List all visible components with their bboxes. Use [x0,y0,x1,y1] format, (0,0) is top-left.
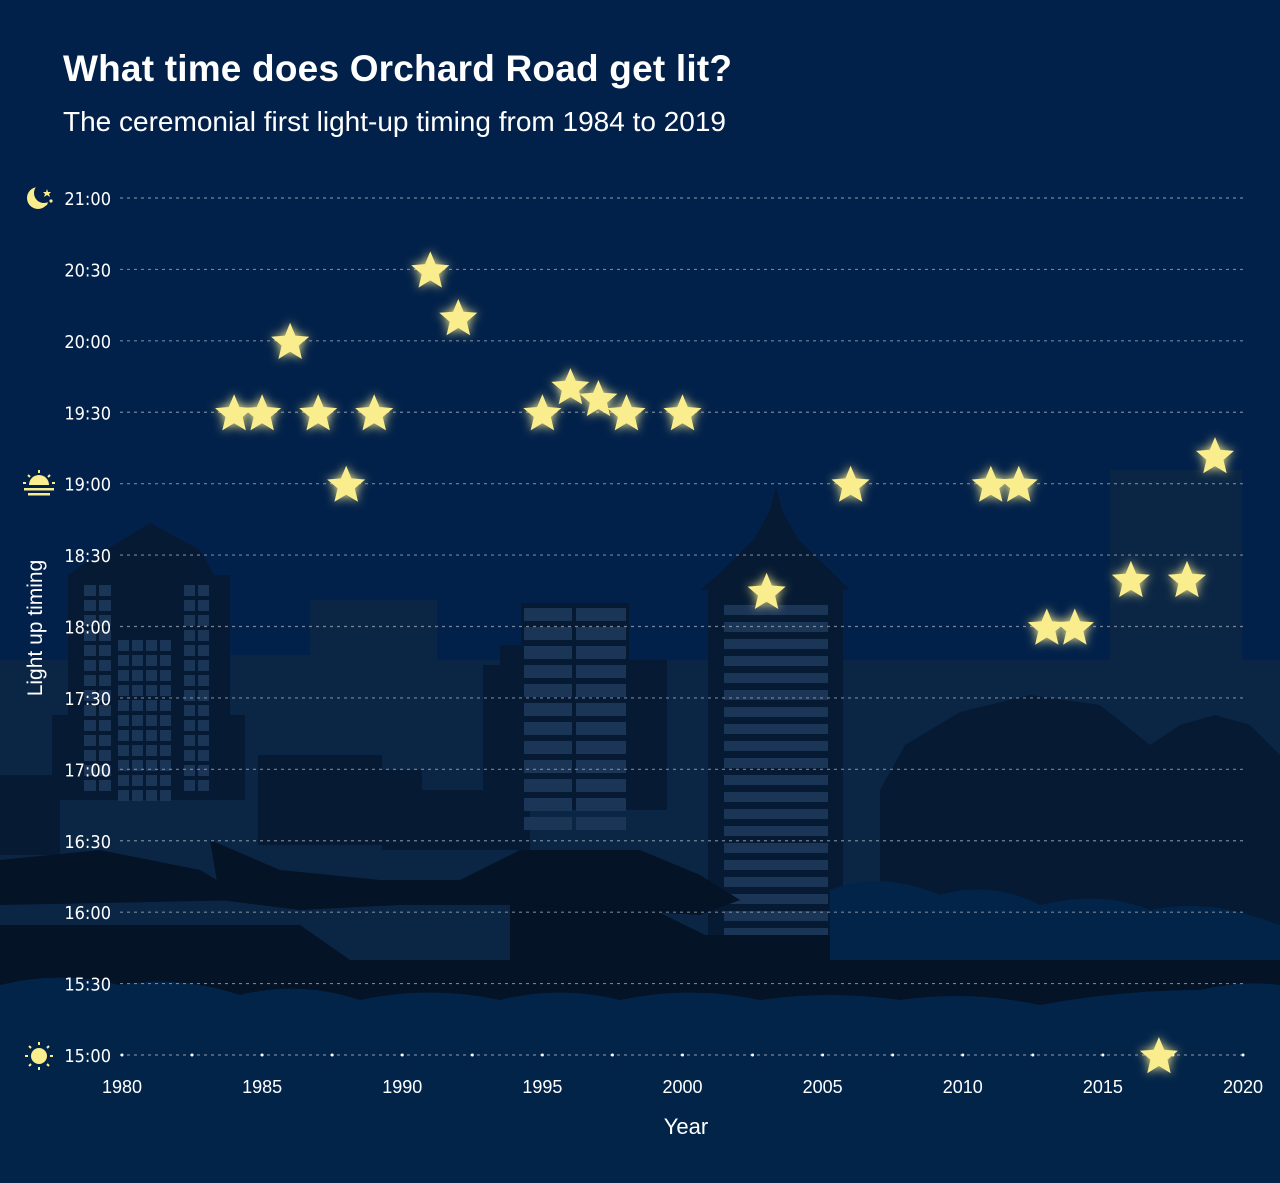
x-tick-label: 1980 [102,1077,142,1097]
star-point [243,394,282,431]
x-tick-mark [681,1053,684,1057]
star-point [1139,1037,1178,1074]
star-point [831,465,870,502]
star-point [355,394,394,431]
data-points [215,251,1234,1074]
star-point [1027,608,1066,645]
y-axis-ticks: 21:00 20:30 20:00 19:30 19:00 18:30 18:00 17:30… [64,189,111,1067]
y-tick-label: 18:30 [64,546,111,567]
x-tick-mark [1241,1053,1245,1057]
x-tick-mark [1101,1053,1105,1057]
x-tick-mark [470,1053,474,1057]
star-point [1111,560,1150,598]
y-tick-label: 19:30 [64,403,111,424]
x-tick-mark [610,1053,614,1057]
star-point [551,368,590,405]
chart-subtitle: The ceremonial first light-up timing fro… [63,106,726,137]
moon-stars-icon [27,183,54,209]
y-tick-label: 15:30 [64,975,111,996]
x-tick-mark [120,1053,124,1057]
x-tick-mark [190,1053,194,1057]
star-point [1055,608,1094,645]
x-tick-label: 2020 [1223,1077,1263,1097]
x-tick-label: 2005 [803,1077,843,1097]
x-tick-label: 2015 [1083,1077,1123,1097]
star-point [299,394,338,431]
x-tick-mark [540,1053,544,1057]
x-tick-mark [1031,1053,1035,1057]
x-axis-label: Year [664,1114,708,1139]
y-tick-label: 19:00 [64,475,111,496]
y-tick-label: 17:00 [64,760,111,781]
sunset-icon [23,470,55,496]
star-point [971,465,1010,502]
y-tick-label: 20:00 [64,332,111,353]
x-tick-mark [751,1053,755,1057]
x-tick-mark [330,1053,334,1057]
y-tick-label: 21:00 [64,189,111,210]
star-point [411,251,450,288]
star-point [439,299,478,336]
x-tick-mark [260,1053,264,1057]
star-point [663,394,702,431]
y-axis-label: Light up timing [24,560,47,697]
star-point [523,394,562,431]
y-tick-label: 16:00 [64,903,111,924]
x-tick-mark [891,1053,895,1057]
star-point [607,394,646,431]
sun-icon [25,1042,53,1070]
star-point [999,465,1038,502]
y-tick-label: 20:30 [64,260,111,281]
x-tick-label: 2010 [943,1077,983,1097]
x-tick-mark [821,1053,825,1057]
y-tick-label: 18:00 [64,618,111,639]
star-point [1167,560,1206,598]
x-tick-label: 2000 [662,1077,702,1097]
y-tick-label: 15:00 [64,1046,111,1067]
chart-title: What time does Orchard Road get lit? [63,48,733,89]
x-tick-mark [400,1053,404,1057]
star-point [327,465,366,502]
y-tick-label: 17:30 [64,689,111,710]
star-point [215,394,254,431]
star-point [1196,437,1234,474]
x-tick-label: 1995 [522,1077,562,1097]
x-tick-mark [961,1053,965,1057]
star-point [271,322,310,359]
x-tick-label: 1985 [242,1077,282,1097]
y-tick-label: 16:30 [64,832,111,853]
x-axis-ticks: 1980 1985 1990 1995 2000 2005 2010 2015 2020 [102,1053,1263,1097]
star-point [747,572,786,609]
x-tick-label: 1990 [382,1077,422,1097]
star-point [579,380,618,417]
